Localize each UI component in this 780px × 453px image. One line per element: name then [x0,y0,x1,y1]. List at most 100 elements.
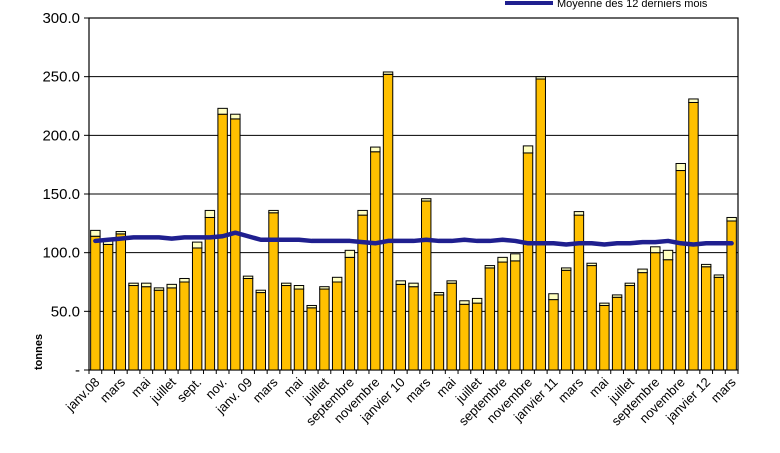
bar [599,304,610,371]
bar-top-segment [370,146,381,153]
bar-top-segment [637,268,648,274]
bar [484,267,496,371]
bar-top-segment [535,76,546,80]
bar [255,292,267,371]
bar-top-segment [204,209,216,218]
y-tick-label: 250.0 [42,69,80,86]
bar [446,282,457,371]
bar-top-segment [446,280,457,284]
bar-top-segment [471,297,483,304]
bar-top-segment [586,262,597,267]
bar-top-segment [408,282,419,288]
bar [268,212,279,371]
bar-top-segment [726,216,737,222]
bar [522,152,534,371]
x-tick-label: mars [250,374,281,405]
bar [90,235,101,371]
bar [662,259,674,371]
bar-top-segment [115,231,127,235]
bar-top-segment [662,249,674,261]
bar [586,265,597,371]
bar [650,252,661,371]
bar [459,303,470,371]
bar-top-segment [357,209,368,216]
bar-top-segment [484,265,496,269]
bar-top-segment [242,275,254,279]
bars [90,71,737,371]
bar-top-segment [179,277,190,283]
y-axis-label: tonnes [33,334,45,370]
bar-top-segment [128,282,139,287]
bar-top-segment [522,145,534,154]
bar [293,288,305,371]
bar [624,285,636,371]
bar [153,289,165,371]
bar [344,256,356,371]
bar [102,243,114,371]
y-tick-label: 300.0 [42,10,80,27]
bar-top-segment [433,292,445,296]
bar-top-segment [230,113,241,120]
x-tick-label: mars [555,374,586,405]
bar-top-segment [497,256,508,263]
bar [471,302,483,371]
x-tick-label: sept. [174,375,205,406]
bar [357,214,368,371]
bar [115,233,127,371]
average-line-path [93,230,734,247]
bar [573,214,585,371]
bar-top-segment [548,293,559,301]
bar [370,151,381,371]
bar-top-segment [281,282,292,287]
bar [688,101,699,371]
bar-top-segment [599,302,610,306]
y-tick-label: 200.0 [42,127,80,144]
x-tick-label: mars [97,374,128,405]
bar [497,261,508,371]
bar [560,269,572,371]
bar [217,113,228,371]
bar-top-segment [611,294,623,298]
x-tick-label: mars [708,374,739,405]
bar [611,296,623,371]
bar-top-segment [141,282,152,288]
bar [128,285,139,371]
average-line [93,230,734,247]
bar-top-segment [573,211,585,216]
y-tick-label: 100.0 [42,245,80,262]
bar [700,266,712,371]
bar [637,272,648,371]
bar-top-segment [153,287,165,291]
bar [713,276,725,371]
bar [548,299,559,371]
bar [675,170,686,371]
bar [306,307,317,371]
bar-top-segment [421,198,432,202]
y-tick-label: 150.0 [42,186,80,203]
bar [141,286,152,371]
bar-top-segment [293,285,305,290]
legend: Moyenne des 12 derniers mois [505,0,708,10]
bar-top-segment [459,300,470,305]
bar-top-segment [688,98,699,103]
bar-top-segment [255,289,267,294]
bar-top-segment [510,253,521,262]
bar [408,286,419,371]
y-tick-label: 50.0 [51,303,80,320]
bar-top-segment [306,304,317,309]
bar [191,247,203,371]
bar [179,281,190,371]
x-tick-label: mars [402,374,433,405]
bar [319,288,330,371]
bar [331,281,343,371]
y-tick-label: - [75,362,80,379]
bar-top-segment [268,209,279,214]
bar-top-segment [700,263,712,268]
bar-top-segment [217,107,228,115]
bar [395,283,406,371]
bar-top-segment [624,282,636,287]
bar-top-segment [560,267,572,271]
x-tick-label: juillet [147,374,180,407]
